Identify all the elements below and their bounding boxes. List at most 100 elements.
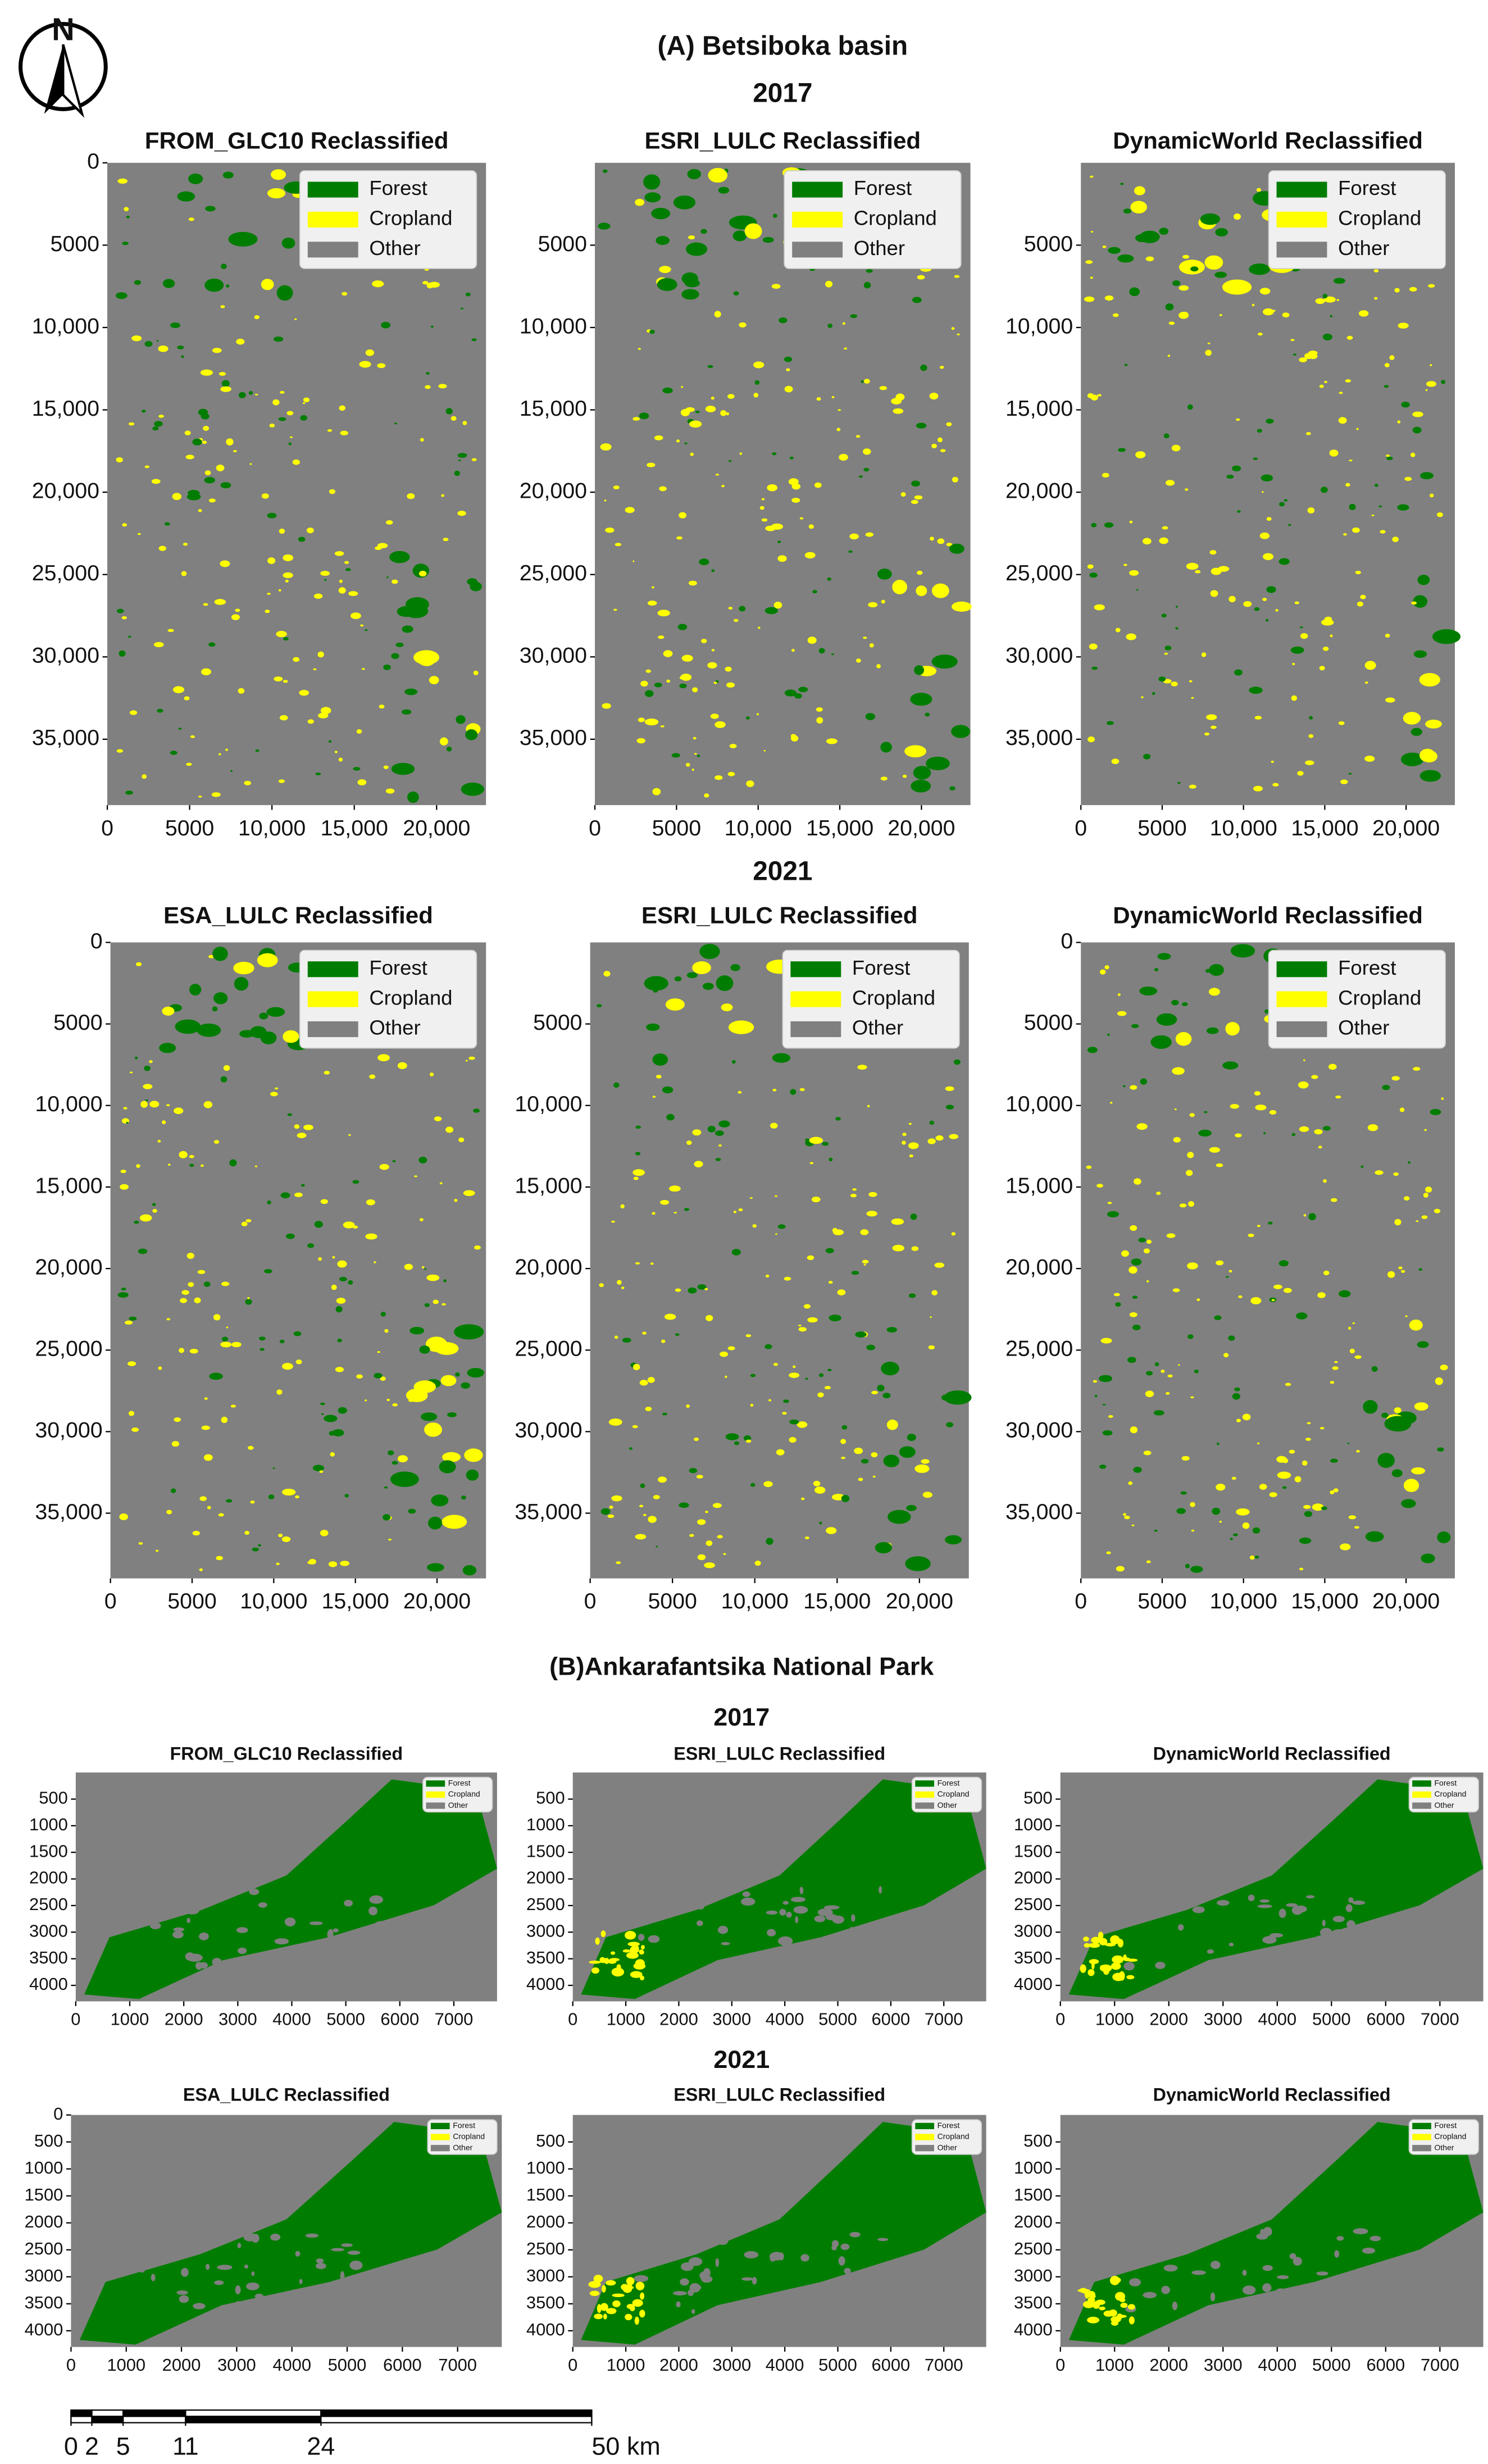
land-cover-patch: [693, 737, 697, 740]
y-tick-label: 3500: [29, 1948, 68, 1967]
land-cover-patch: [1356, 428, 1359, 430]
land-cover-patch: [805, 1138, 809, 1142]
y-tick-label: 30,000: [1005, 643, 1073, 668]
gap-patch: [185, 1907, 199, 1915]
land-cover-patch: [1120, 183, 1124, 185]
land-cover-patch: [1380, 530, 1386, 534]
legend-label: Forest: [938, 2121, 960, 2130]
gap-patch: [1163, 2265, 1178, 2272]
y-tick-label: 30,000: [515, 1418, 582, 1443]
land-cover-patch: [1367, 1124, 1378, 1131]
land-cover-patch: [174, 1417, 181, 1422]
land-cover-patch: [694, 1161, 703, 1167]
land-cover-patch: [840, 1439, 847, 1444]
land-cover-patch: [1090, 394, 1098, 401]
land-cover-patch: [850, 314, 858, 319]
y-tick-label: 10,000: [1005, 313, 1073, 338]
land-cover-patch: [690, 452, 694, 456]
land-cover-patch: [1129, 287, 1140, 297]
land-cover-patch: [172, 686, 185, 693]
land-cover-patch: [1349, 1348, 1355, 1354]
land-cover-patch: [831, 653, 834, 656]
land-cover-patch: [608, 1419, 622, 1426]
gap-patch: [1207, 1949, 1214, 1954]
land-cover-patch: [684, 1208, 690, 1211]
x-tick-label: 0: [568, 2010, 577, 2029]
land-cover-patch: [1146, 1371, 1153, 1376]
panel-title: ESRI_LULC Reclassified: [641, 902, 918, 929]
land-cover-patch: [1321, 487, 1328, 493]
gap-patch: [1269, 1933, 1284, 1938]
land-cover-patch: [1285, 1383, 1291, 1386]
gap-patch: [1228, 1942, 1234, 1947]
land-cover-patch: [420, 438, 424, 442]
land-cover-patch: [1268, 1221, 1273, 1225]
land-cover-patch: [1386, 454, 1390, 457]
land-cover-patch: [1299, 357, 1307, 362]
gap-patch: [161, 2233, 166, 2241]
land-cover-patch: [1211, 567, 1222, 575]
land-cover-patch: [1271, 760, 1274, 763]
land-cover-patch: [226, 438, 234, 446]
land-cover-patch: [790, 1089, 797, 1095]
land-cover-patch: [348, 591, 358, 596]
land-cover-patch: [1384, 1416, 1412, 1432]
land-cover-patch: [1189, 784, 1196, 789]
land-cover-patch: [745, 1439, 752, 1443]
land-cover-patch: [705, 406, 716, 412]
gap-patch: [1248, 1956, 1259, 1964]
land-cover-patch: [1086, 1165, 1092, 1169]
gap-patch: [340, 2297, 351, 2302]
gap-patch: [838, 1933, 843, 1941]
land-cover-patch: [1303, 1214, 1307, 1217]
land-cover-patch: [638, 348, 641, 350]
land-cover-patch: [782, 1412, 787, 1415]
x-tick-label: 10,000: [1210, 1589, 1277, 1613]
land-cover-patch: [1340, 779, 1348, 784]
land-cover-patch: [773, 601, 782, 609]
gap-patch: [309, 1921, 323, 1925]
crop-patch: [600, 1930, 606, 1938]
land-cover-patch: [1191, 1529, 1195, 1532]
gap-patch: [1177, 1924, 1184, 1931]
land-cover-patch: [860, 1229, 869, 1235]
gap-patch: [166, 1910, 176, 1915]
land-cover-patch: [875, 1542, 892, 1554]
land-cover-patch: [1216, 1260, 1224, 1266]
x-tick-label: 20,000: [886, 1589, 953, 1613]
land-cover-patch: [662, 1086, 674, 1094]
land-cover-patch: [844, 347, 848, 350]
crop-patch: [588, 2281, 601, 2288]
land-cover-patch: [1398, 322, 1409, 329]
legend-label: Forest: [1434, 1778, 1457, 1787]
land-cover-patch: [186, 1252, 194, 1259]
land-cover-patch: [177, 191, 195, 202]
gap-patch: [636, 1915, 650, 1920]
gap-patch: [270, 2234, 281, 2241]
land-cover-patch: [1187, 1152, 1194, 1158]
land-cover-patch: [123, 1107, 128, 1110]
land-cover-patch: [174, 1107, 184, 1115]
land-cover-patch: [1335, 1095, 1341, 1099]
land-cover-patch: [1253, 785, 1263, 792]
y-tick-label: 5000: [1024, 1010, 1073, 1035]
crop-patch: [1120, 2302, 1128, 2308]
land-cover-patch: [739, 322, 747, 328]
land-cover-patch: [676, 536, 682, 540]
y-tick-label: 3000: [1014, 1921, 1053, 1940]
land-cover-patch: [910, 1213, 917, 1220]
land-cover-patch: [1330, 315, 1333, 317]
land-cover-patch: [438, 384, 447, 389]
land-cover-patch: [194, 1297, 201, 1303]
land-cover-patch: [728, 460, 732, 462]
land-cover-patch: [245, 1219, 252, 1222]
land-cover-patch: [1230, 1538, 1233, 1540]
land-cover-patch: [827, 324, 833, 328]
legend-swatch: [307, 961, 358, 978]
y-tick-label: 3500: [526, 1948, 565, 1967]
y-tick-label: 4000: [526, 2320, 565, 2339]
land-cover-patch: [250, 1500, 255, 1504]
land-cover-patch: [162, 279, 175, 288]
land-cover-patch: [946, 543, 953, 547]
land-cover-patch: [1360, 594, 1366, 599]
